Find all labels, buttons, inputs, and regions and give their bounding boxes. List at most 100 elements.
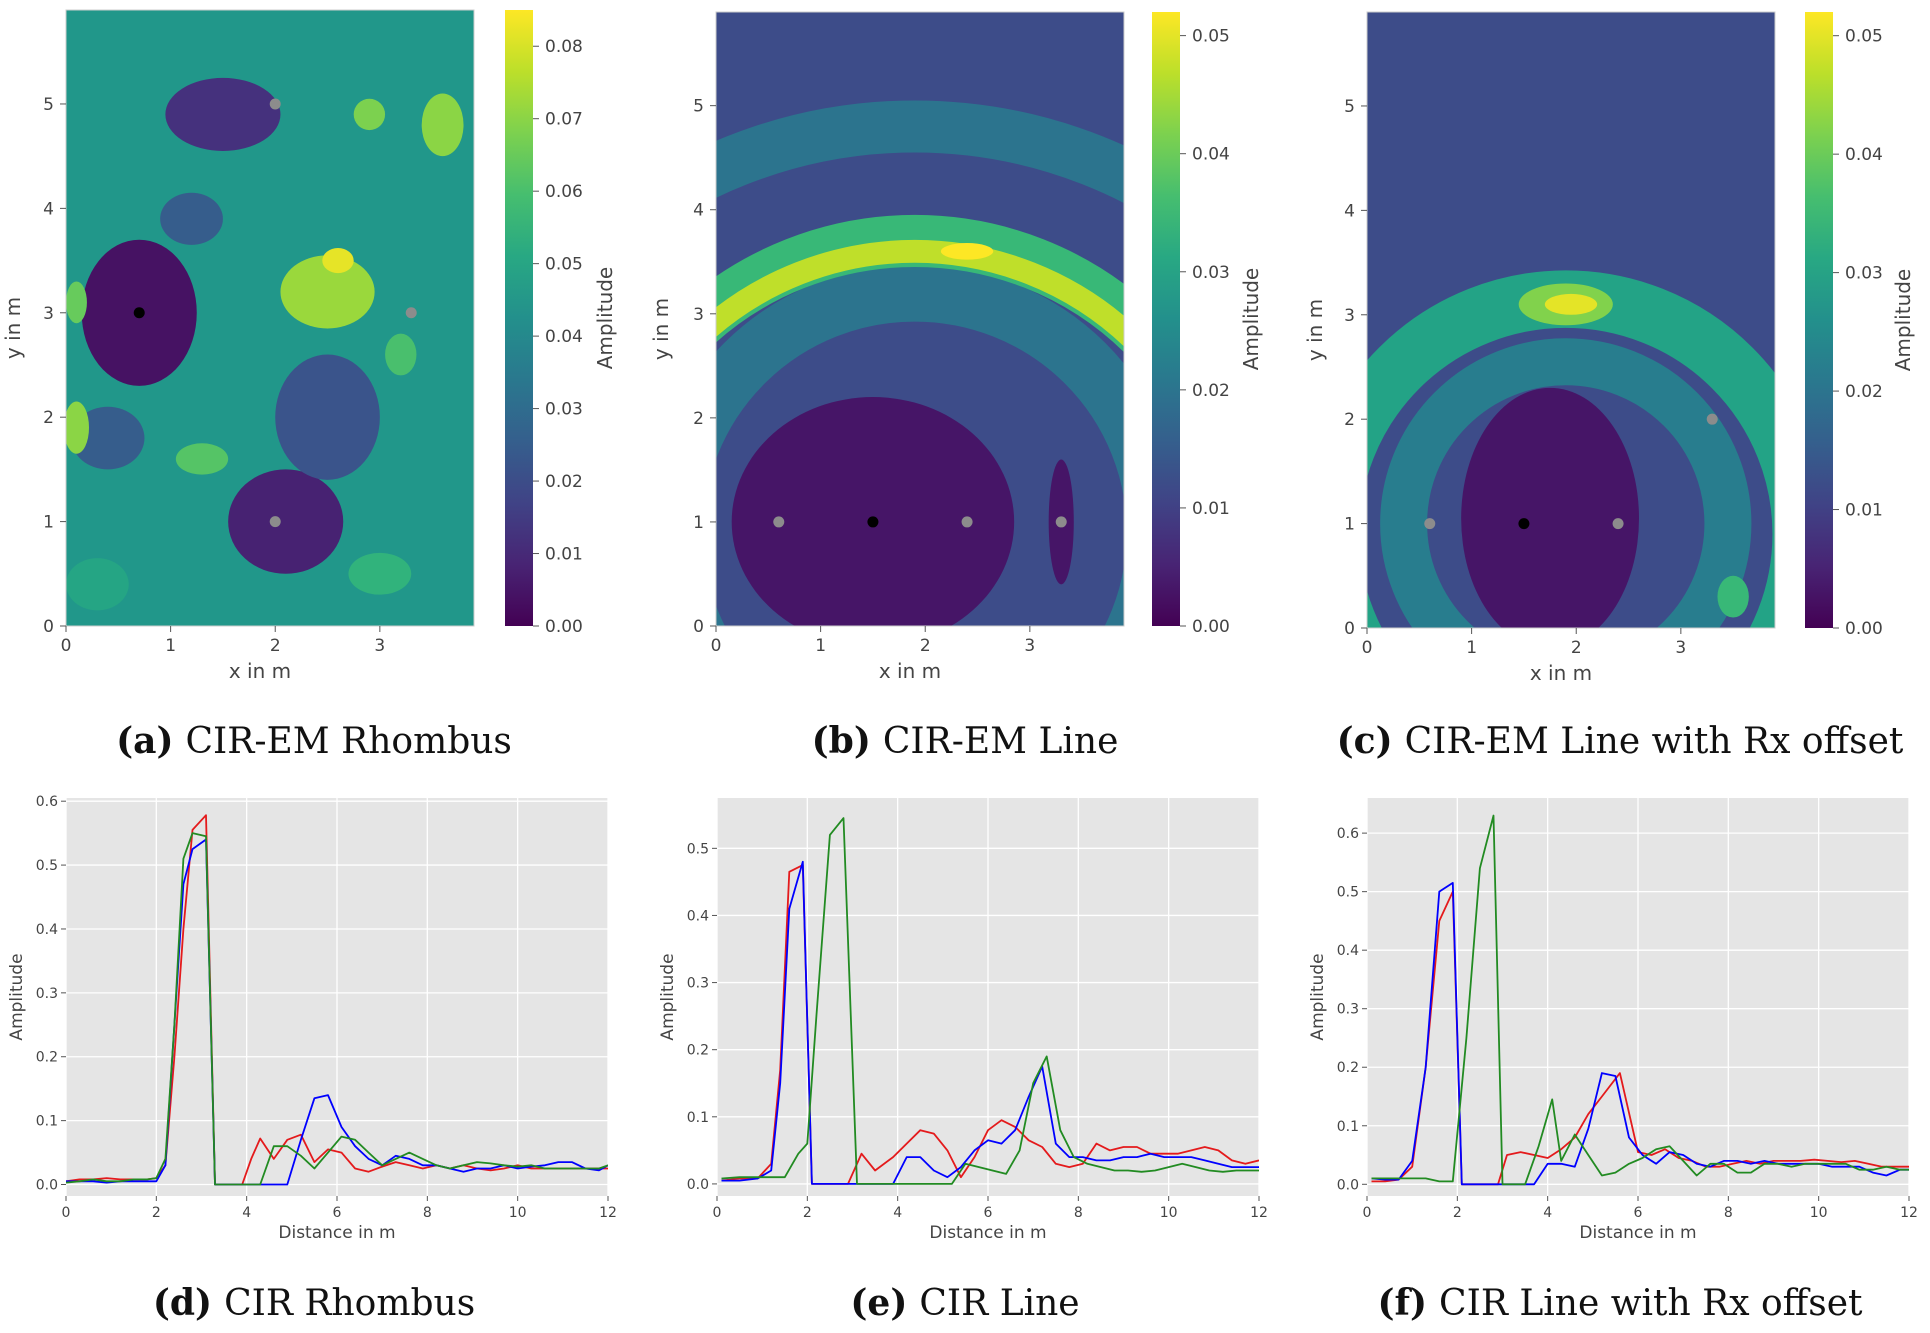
caption-label: (e) [850, 1282, 907, 1324]
x-tick-label: 10 [509, 1205, 527, 1221]
y-tick-label: 3 [1344, 306, 1355, 326]
contour-band [716, 240, 1124, 347]
y-axis-label: Amplitude [658, 953, 678, 1040]
y-tick-label: 0.6 [1337, 826, 1359, 842]
contour-region [348, 552, 412, 595]
y-tick-label: 2 [43, 408, 54, 428]
x-tick-label: 1 [1466, 638, 1477, 658]
y-tick-label: 2 [1344, 410, 1355, 430]
x-tick-label: 0 [62, 1205, 71, 1221]
contour-region [280, 255, 375, 329]
x-tick-label: 4 [893, 1205, 902, 1221]
contour-region [71, 406, 145, 470]
y-tick-label: 2 [693, 409, 704, 429]
y-tick-label: 0 [43, 617, 54, 637]
subfigure-caption: (f) CIR Line with Rx offset [1377, 1282, 1863, 1324]
contour-band [1380, 338, 1752, 628]
x-tick-label: 6 [1634, 1205, 1643, 1221]
receiver-marker [1518, 518, 1530, 530]
x-tick-label: 0 [713, 1205, 722, 1221]
series-group [66, 814, 608, 1186]
x-tick-label: 2 [152, 1205, 161, 1221]
x-tick-label: 3 [374, 636, 385, 656]
y-tick-label: 0.1 [687, 1110, 709, 1126]
y-tick-label: 5 [43, 95, 54, 115]
y-tick-label: 0.5 [687, 841, 709, 857]
colorbar-tick-label: 0.06 [545, 182, 583, 202]
x-axis-label: x in m [229, 659, 291, 683]
y-axis-label: Amplitude [7, 953, 27, 1040]
contour-region [175, 443, 229, 475]
contour-region [66, 281, 87, 324]
subfigure-caption: (d) CIR Rhombus [153, 1282, 475, 1324]
contour-region [385, 333, 417, 376]
x-tick-label: 4 [1543, 1205, 1552, 1221]
y-tick-label: 0.3 [1337, 1002, 1359, 1018]
colorbar-label: Amplitude [1239, 268, 1263, 371]
colorbar-tick-label: 0.03 [545, 400, 583, 420]
x-axis-label: x in m [879, 659, 941, 683]
x-tick-label: 2 [920, 636, 931, 656]
colorbar-tick-label: 0.01 [1845, 501, 1883, 521]
heatmap-field [1367, 12, 1775, 628]
caption-label: (d) [153, 1282, 212, 1324]
x-tick-label: 10 [1160, 1205, 1178, 1221]
y-axis-label: y in m [1303, 299, 1327, 361]
colorbar-tick-label: 0.02 [1845, 382, 1883, 402]
y-tick-label: 0.5 [36, 858, 58, 874]
contour-region [228, 469, 344, 574]
x-tick-label: 6 [984, 1205, 993, 1221]
y-tick-label: 0.2 [36, 1050, 58, 1066]
y-tick-label: 1 [693, 513, 704, 533]
colorbar-tick-label: 0.04 [1192, 145, 1230, 165]
y-tick-label: 0.0 [687, 1177, 709, 1193]
x-tick-label: 2 [1571, 638, 1582, 658]
y-tick-label: 1 [43, 513, 54, 533]
y-tick-label: 5 [1344, 97, 1355, 117]
contour-region [66, 558, 129, 611]
x-tick-label: 2 [270, 636, 281, 656]
contour-region [322, 248, 354, 274]
caption-text: CIR-EM Line [883, 721, 1119, 762]
caption-text: CIR Line [919, 1283, 1079, 1324]
x-tick-label: 0 [1362, 638, 1373, 658]
y-axis-label: y in m [1, 297, 25, 359]
x-tick-label: 0 [711, 636, 722, 656]
y-tick-label: 0.2 [687, 1043, 709, 1059]
y-tick-label: 5 [693, 97, 704, 117]
x-tick-label: 10 [1810, 1205, 1828, 1221]
y-tick-label: 0.4 [687, 908, 709, 924]
colorbar-tick-label: 0.04 [545, 327, 583, 347]
y-axis-label: Amplitude [1308, 953, 1328, 1040]
series-line [66, 832, 608, 1186]
line-chart-f: 0 2 4 6 8 10 12 0.0 0.1 0.2 0.3 0.4 0.5 0.6 Distance i… [1308, 798, 1918, 1243]
y-tick-label: 0.3 [36, 986, 58, 1002]
contour-region [1544, 293, 1598, 315]
y-tick-label: 0.0 [36, 1178, 58, 1194]
x-tick-label: 12 [1250, 1205, 1268, 1221]
y-tick-label: 4 [693, 201, 704, 221]
y-tick-label: 0.1 [36, 1114, 58, 1130]
contour-region [165, 77, 281, 151]
axes-frame [715, 11, 1125, 627]
x-tick-label: 2 [1453, 1205, 1462, 1221]
caption-text: CIR-EM Line with Rx offset [1405, 721, 1904, 762]
receiver-marker [867, 516, 879, 528]
series-group [721, 817, 1259, 1185]
caption-label: (b) [812, 720, 871, 762]
colorbar-gradient [1152, 12, 1180, 626]
colorbar: 0.00 0.01 0.02 0.03 0.04 0.05 Amplitude [1152, 12, 1263, 637]
y-tick-label: 0.1 [1337, 1119, 1359, 1135]
y-tick-label: 0 [1344, 619, 1355, 639]
transmitter-marker [1424, 518, 1436, 530]
transmitter-marker [773, 516, 785, 528]
y-tick-label: 4 [43, 199, 54, 219]
colorbar: 0.00 0.01 0.02 0.03 0.04 0.05 0.06 0.07 0.08 Ampl… [505, 10, 617, 637]
x-tick-label: 6 [333, 1205, 342, 1221]
transmitter-marker [269, 516, 281, 528]
colorbar-tick-label: 0.07 [545, 110, 583, 130]
y-axis-label: y in m [649, 298, 673, 360]
subfigure-caption: (e) CIR Line [850, 1282, 1079, 1324]
